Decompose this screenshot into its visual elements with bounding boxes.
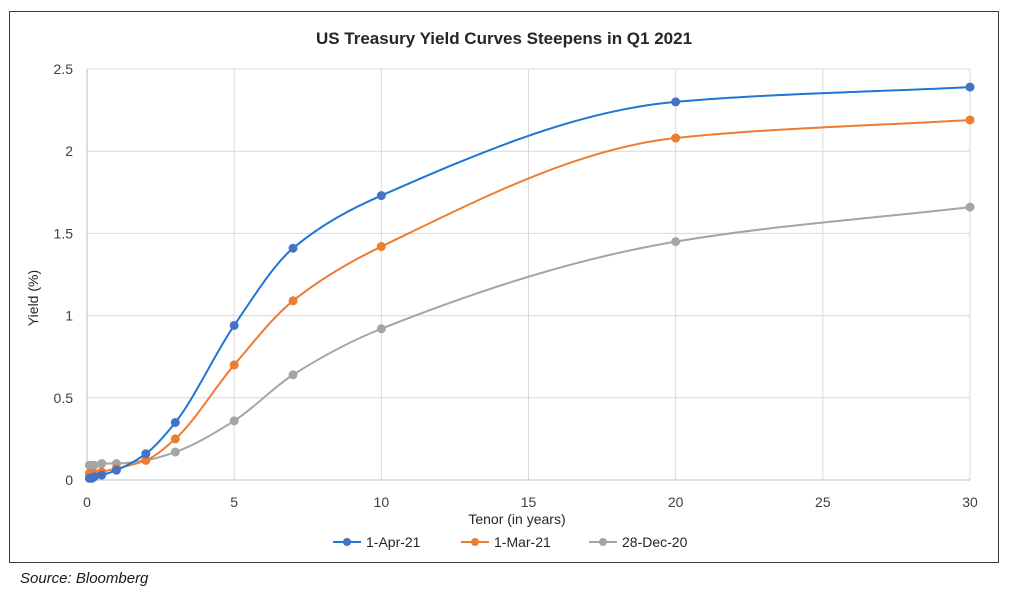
- chart-frame: [9, 11, 999, 563]
- data-point: [376, 242, 386, 252]
- series-line: [88, 118, 971, 475]
- series: [84, 82, 975, 483]
- y-tick-label: 1.5: [54, 225, 74, 241]
- source-note: Source: Bloomberg: [20, 570, 149, 587]
- data-point: [170, 417, 180, 427]
- y-tick-label: 2.5: [54, 61, 74, 77]
- tick-labels: 0 0.5 1 1.5 2 2.5 0 5 10 15 20 25 30: [54, 61, 978, 510]
- legend-marker: [471, 538, 479, 546]
- data-point: [965, 202, 975, 212]
- x-tick-label: 0: [83, 494, 91, 510]
- x-tick-label: 10: [374, 494, 390, 510]
- legend-label: 1-Apr-21: [366, 534, 421, 550]
- data-point: [376, 324, 386, 334]
- legend-marker: [599, 538, 607, 546]
- series-line: [88, 206, 971, 467]
- data-point: [170, 447, 180, 457]
- legend-label: 1-Mar-21: [494, 534, 551, 550]
- legend-label: 28-Dec-20: [622, 534, 688, 550]
- y-tick-label: 1: [65, 308, 73, 324]
- data-point: [288, 370, 298, 380]
- data-point: [229, 360, 239, 370]
- x-tick-label: 20: [668, 494, 684, 510]
- data-point: [965, 82, 975, 92]
- y-tick-label: 0.5: [54, 390, 74, 406]
- grid: [86, 68, 971, 481]
- data-point: [89, 460, 99, 470]
- legend: 1-Apr-21 1-Mar-21 28-Dec-20: [333, 534, 688, 550]
- data-point: [671, 237, 681, 247]
- x-tick-label: 5: [230, 494, 238, 510]
- data-point: [97, 459, 107, 469]
- data-point: [170, 434, 180, 444]
- data-point: [141, 449, 151, 459]
- data-point: [288, 243, 298, 253]
- data-point: [229, 416, 239, 426]
- legend-marker: [343, 538, 351, 546]
- x-tick-label: 30: [962, 494, 978, 510]
- y-tick-label: 2: [65, 143, 73, 159]
- y-tick-label: 0: [65, 472, 73, 488]
- data-point: [671, 133, 681, 143]
- data-point: [229, 320, 239, 330]
- data-point: [111, 465, 121, 475]
- series-line: [88, 86, 971, 480]
- data-point: [97, 470, 107, 480]
- y-axis-label: Yield (%): [25, 270, 41, 326]
- data-point: [671, 97, 681, 107]
- x-tick-label: 25: [815, 494, 831, 510]
- x-axis-label: Tenor (in years): [468, 511, 565, 527]
- x-tick-label: 15: [521, 494, 537, 510]
- data-point: [376, 191, 386, 201]
- chart-title: US Treasury Yield Curves Steepens in Q1 …: [316, 29, 692, 48]
- data-point: [89, 472, 99, 482]
- data-point: [288, 296, 298, 306]
- data-point: [965, 115, 975, 125]
